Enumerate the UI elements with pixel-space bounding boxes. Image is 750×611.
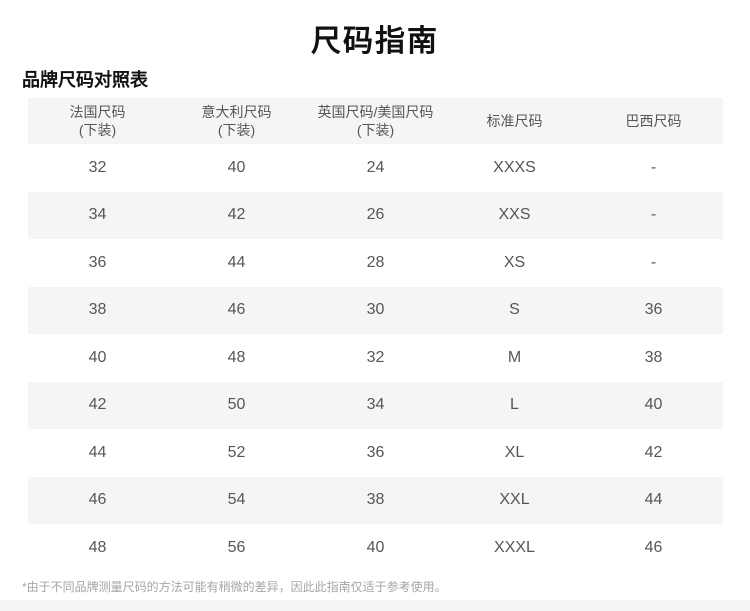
header-label: 法国尺码 xyxy=(69,104,126,120)
table-cell: 46 xyxy=(644,538,663,556)
table-cell: 28 xyxy=(366,253,385,271)
table-cell: 56 xyxy=(227,538,246,556)
table-cell: 38 xyxy=(644,348,663,366)
table-header-row: 法国尺码 (下装) 意大利尺码 (下装) 英国尺码/美国尺码 (下装) 标准尺码 xyxy=(28,98,723,144)
header-sublabel: (下装) xyxy=(217,122,256,138)
table-row: 42 50 34 L 40 xyxy=(28,381,723,429)
size-table-body: 32 40 24 XXXS -34 42 26 XXS -36 44 28 XS -38 46 30 S 36 4… xyxy=(28,144,723,572)
table-cell: 40 xyxy=(227,158,246,176)
table-row: 48 56 40 XXXL 46 xyxy=(28,524,723,572)
table-cell: XL xyxy=(504,443,525,461)
size-table-wrapper: 法国尺码 (下装) 意大利尺码 (下装) 英国尺码/美国尺码 (下装) 标准尺码 xyxy=(28,98,723,572)
table-cell: - xyxy=(650,253,657,271)
table-cell: 36 xyxy=(366,443,385,461)
header-sublabel: (下装) xyxy=(356,122,395,138)
table-cell: 34 xyxy=(306,381,445,429)
table-cell: XXL xyxy=(445,476,584,524)
footnote: *由于不同品牌测量尺码的方法可能有稍微的差异，因此此指南仅适于参考使用。 xyxy=(22,579,447,594)
table-row: 40 48 32 M 38 xyxy=(28,334,723,382)
table-cell: - xyxy=(584,191,723,239)
table-cell: 48 xyxy=(88,538,107,556)
table-cell: 44 xyxy=(227,253,246,271)
header-cell-uk-us-size: 英国尺码/美国尺码 (下装) xyxy=(306,98,445,144)
table-row: 44 52 36 XL 42 xyxy=(28,429,723,477)
table-row: 36 44 28 XS - xyxy=(28,239,723,287)
table-cell: 32 xyxy=(366,348,385,366)
table-cell: 46 xyxy=(28,476,167,524)
table-cell: 34 xyxy=(28,191,167,239)
table-cell: XS xyxy=(503,253,526,271)
table-cell: XXXL xyxy=(494,538,535,556)
table-cell: 52 xyxy=(227,443,246,461)
header-label: 意大利尺码 xyxy=(201,104,272,120)
table-cell: 36 xyxy=(584,286,723,334)
table-cell: 46 xyxy=(167,286,306,334)
table-cell: L xyxy=(445,381,584,429)
table-cell: 40 xyxy=(88,348,107,366)
header-label: 英国尺码/美国尺码 xyxy=(317,104,434,120)
header-cell-italian-size: 意大利尺码 (下装) xyxy=(167,98,306,144)
table-cell: 30 xyxy=(306,286,445,334)
table-cell: M xyxy=(507,348,522,366)
table-row: 34 42 26 XXS - xyxy=(28,191,723,239)
table-row: 38 46 30 S 36 xyxy=(28,286,723,334)
table-cell: 38 xyxy=(28,286,167,334)
table-cell: XXS xyxy=(445,191,584,239)
table-cell: 44 xyxy=(584,476,723,524)
table-cell: 24 xyxy=(366,158,385,176)
header-cell-french-size: 法国尺码 (下装) xyxy=(28,98,167,144)
header-label: 巴西尺码 xyxy=(625,113,682,129)
table-cell: 42 xyxy=(167,191,306,239)
table-cell: 26 xyxy=(306,191,445,239)
table-cell: 40 xyxy=(584,381,723,429)
table-cell: 38 xyxy=(306,476,445,524)
table-cell: 42 xyxy=(28,381,167,429)
header-sublabel: (下装) xyxy=(78,122,117,138)
table-cell: 44 xyxy=(88,443,107,461)
table-cell: - xyxy=(650,158,657,176)
table-cell: 40 xyxy=(366,538,385,556)
table-cell: 54 xyxy=(167,476,306,524)
page-title: 尺码指南 xyxy=(311,25,439,58)
header-cell-brazil-size: 巴西尺码 xyxy=(584,98,723,144)
section-title: 品牌尺码对照表 xyxy=(22,70,148,90)
header-label: 标准尺码 xyxy=(486,113,543,129)
table-cell: 42 xyxy=(644,443,663,461)
table-cell: 32 xyxy=(88,158,107,176)
table-cell: S xyxy=(445,286,584,334)
table-row: 46 54 38 XXL 44 xyxy=(28,476,723,524)
size-table: 法国尺码 (下装) 意大利尺码 (下装) 英国尺码/美国尺码 (下装) 标准尺码 xyxy=(28,98,723,572)
table-cell: XXXS xyxy=(493,158,536,176)
header-cell-standard-size: 标准尺码 xyxy=(445,98,584,144)
table-cell: 50 xyxy=(167,381,306,429)
table-cell: 48 xyxy=(227,348,246,366)
table-cell: 36 xyxy=(88,253,107,271)
bottom-strip xyxy=(0,600,750,611)
table-row: 32 40 24 XXXS - xyxy=(28,144,723,192)
